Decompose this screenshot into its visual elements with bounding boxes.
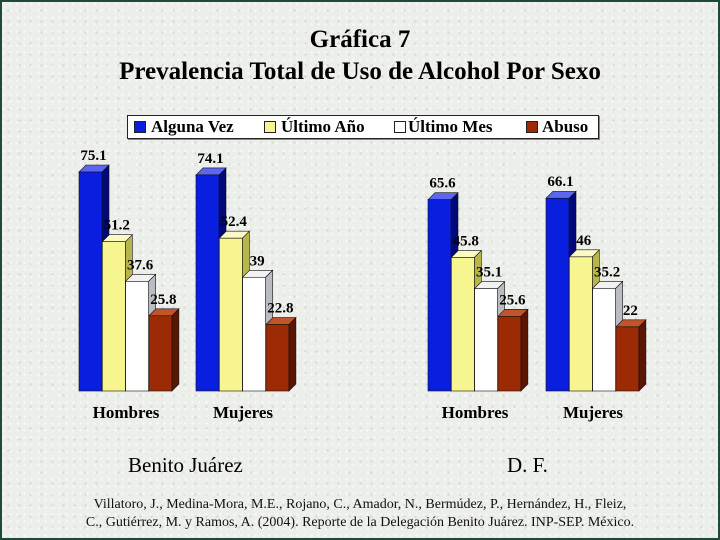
legend-label-alguna-vez: Alguna Vez [151, 117, 234, 136]
bar-side-1-0-abuso [520, 308, 529, 392]
data-label-0-1-alguna-vez: 74.1 [197, 151, 223, 167]
data-label-1-1-abuso: 22 [623, 303, 638, 319]
bar-1-0-abuso [497, 316, 522, 392]
data-label-0-1-abuso: 22.8 [267, 301, 293, 317]
legend-swatch-ultimo-ano [264, 121, 276, 133]
chart-subtitle: Prevalencia Total de Uso de Alcohol Por … [119, 58, 601, 85]
panel-label-benito-juarez: Benito Juárez [128, 453, 243, 477]
bar-1-0-alguna-vez [427, 199, 452, 392]
data-label-0-1--ltimo-mes: 39 [250, 253, 265, 269]
bar-1-1-abuso [615, 326, 640, 392]
chart-legend: Alguna Vez Último Año Último Mes Abuso [127, 115, 599, 139]
bar-1-1--ltimo-mes [592, 288, 616, 392]
legend-swatch-alguna-vez [134, 121, 146, 133]
citation-line-2: C., Gutiérrez, M. y Ramos, A. (2004). Re… [85, 515, 635, 530]
data-label-0-0-abuso: 25.8 [150, 292, 176, 308]
data-label-1-1-alguna-vez: 66.1 [547, 174, 573, 190]
bar-0-0--ltimo-mes [125, 281, 149, 392]
data-label-1-0-alguna-vez: 65.6 [429, 176, 456, 192]
bar-0-1-abuso [265, 324, 290, 392]
x-tick-label-0-hombres: Hombres [93, 403, 160, 422]
bar-0-1-alguna-vez [195, 174, 220, 392]
bar-0-0--ltimo-a-o [102, 241, 126, 392]
data-label-1-0-abuso: 25.6 [499, 292, 526, 308]
bar-side-1-1-abuso [638, 319, 647, 392]
x-tick-label-1-mujeres: Mujeres [563, 403, 623, 422]
data-label-1-1--ltimo-a-o: 46 [576, 233, 592, 249]
data-label-0-1--ltimo-a-o: 52.4 [221, 214, 248, 230]
bar-side-0-0-abuso [171, 308, 180, 392]
x-tick-label-0-mujeres: Mujeres [213, 403, 273, 422]
citation-line-1: Villatoro, J., Medina-Mora, M.E., Rojano… [93, 497, 627, 512]
legend-label-ultimo-ano: Último Año [281, 117, 365, 136]
data-label-1-0--ltimo-mes: 35.1 [476, 265, 502, 281]
legend-swatch-ultimo-mes [394, 121, 406, 133]
panel-label-df: D. F. [507, 453, 548, 477]
bar-1-1-alguna-vez [545, 197, 570, 392]
data-label-1-0--ltimo-a-o: 45.8 [453, 233, 479, 249]
legend-label-ultimo-mes: Último Mes [408, 117, 493, 136]
bar-0-1--ltimo-mes [242, 276, 266, 392]
bar-0-1--ltimo-a-o [219, 237, 243, 392]
bar-1-0--ltimo-mes [474, 288, 498, 392]
data-label-1-1--ltimo-mes: 35.2 [594, 264, 620, 280]
bar-0-0-alguna-vez [78, 171, 103, 392]
data-label-0-0-alguna-vez: 75.1 [80, 148, 106, 164]
bar-side-0-1-abuso [288, 316, 297, 392]
bar-1-0--ltimo-a-o [450, 257, 475, 392]
bar-0-0-abuso [148, 315, 173, 392]
data-label-0-0--ltimo-mes: 37.6 [127, 257, 154, 273]
legend-label-abuso: Abuso [542, 117, 589, 136]
bar-1-1--ltimo-a-o [568, 256, 593, 392]
chart-title: Gráfica 7 [309, 26, 411, 53]
x-tick-label-1-hombres: Hombres [442, 403, 509, 422]
legend-swatch-abuso [526, 121, 538, 133]
data-label-0-0--ltimo-a-o: 51.2 [104, 218, 130, 234]
